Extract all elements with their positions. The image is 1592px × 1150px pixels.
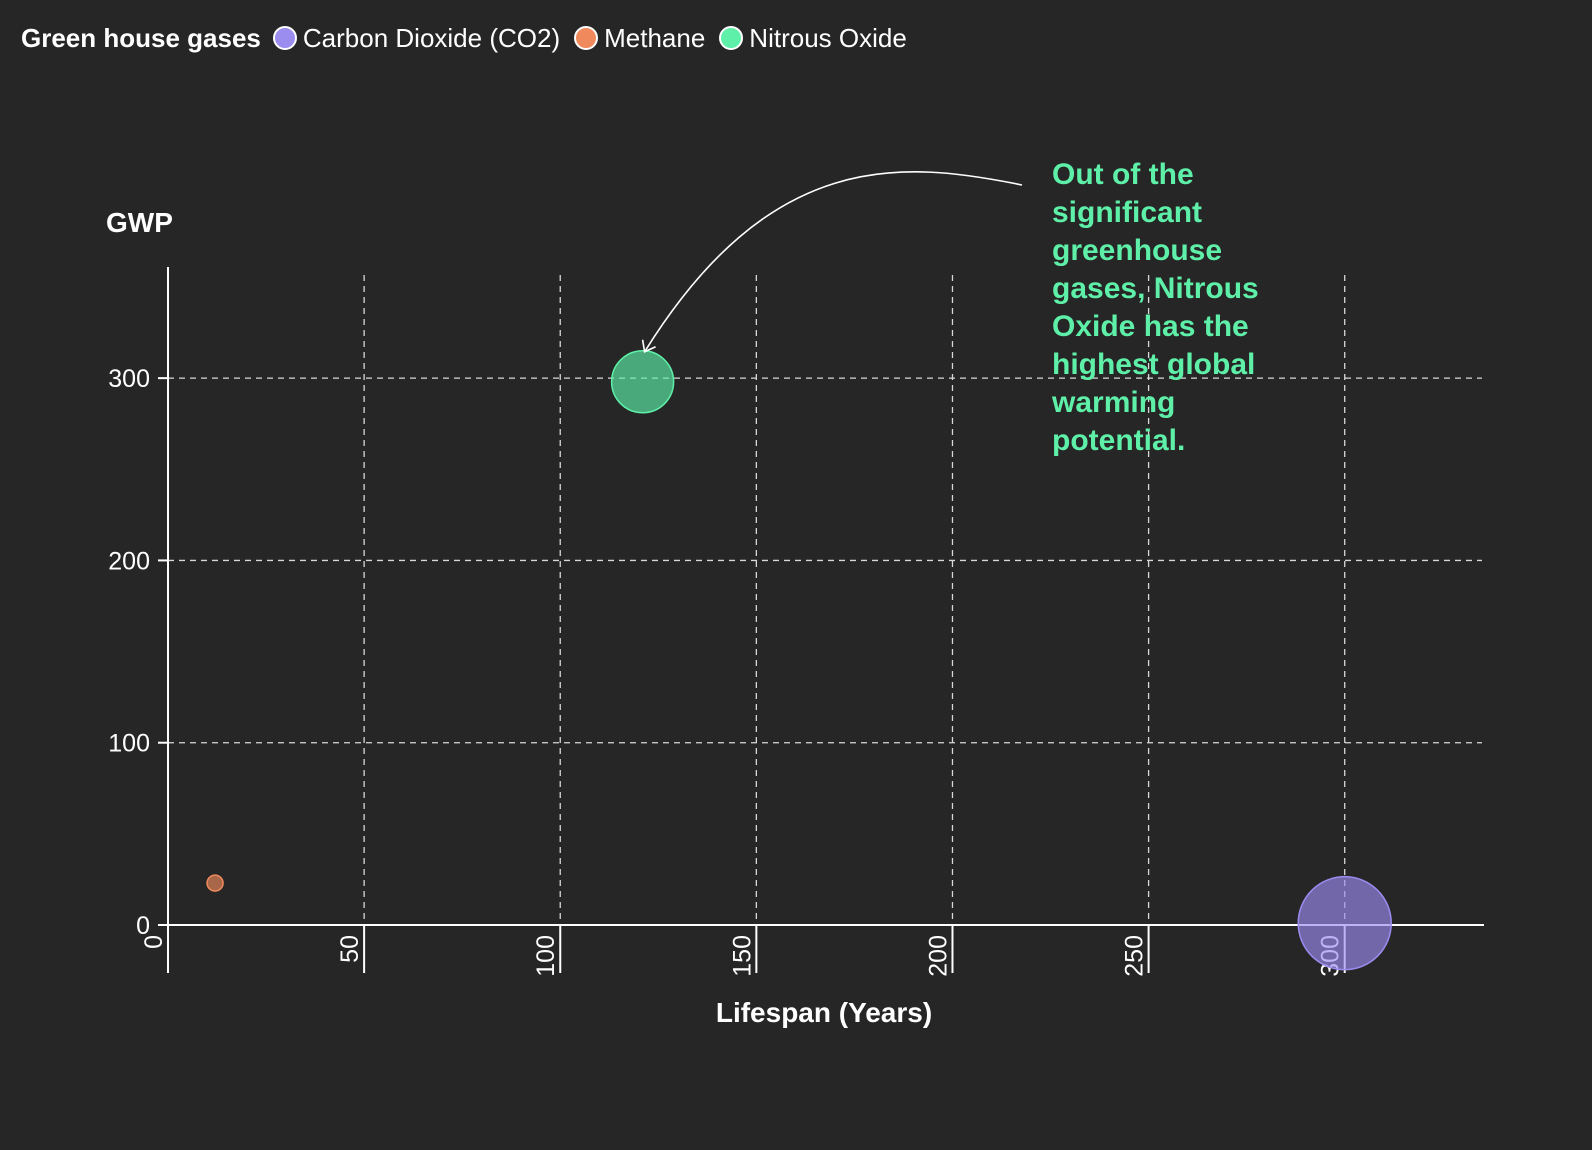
bubble-carbon-dioxide-co2 [1297,875,1392,971]
annotation-arrow [643,171,1023,353]
bubble-nitrous-oxide [610,350,675,414]
y-axis-title: GWP [106,207,173,238]
legend-title: Green house gases [21,23,261,53]
legend-swatch-nitrous-oxide [719,26,744,50]
legend: Green house gases Carbon Dioxide (CO2) M… [21,22,921,54]
legend-item-methane[interactable]: Methane [574,22,705,54]
x-tick-label: 150 [728,935,756,977]
legend-label-co2: Carbon Dioxide (CO2) [302,23,561,53]
x-tick-label: 50 [336,935,364,963]
x-tick-label: 200 [924,935,952,977]
legend-label-methane: Methane [604,23,706,53]
legend-swatch-co2 [272,26,297,50]
bubble-methane [206,874,224,892]
annotation-text: Out of the significant greenhouse gases,… [1052,158,1259,457]
x-axis-title: Lifespan (Years) [716,997,932,1028]
y-tick-label: 0 [136,912,150,940]
y-tick-label: 300 [108,365,150,393]
legend-label-nitrous-oxide: Nitrous Oxide [749,23,907,53]
y-tick-label: 200 [108,547,150,575]
annotation-arrowhead [641,339,656,353]
legend-item-nitrous-oxide[interactable]: Nitrous Oxide [719,22,907,54]
legend-swatch-methane [574,26,599,50]
x-tick-label: 0 [140,935,168,949]
legend-item-co2[interactable]: Carbon Dioxide (CO2) [272,22,561,54]
x-tick-label: 250 [1121,935,1149,977]
x-tick-label: 100 [532,935,560,977]
y-tick-label: 100 [108,730,150,758]
